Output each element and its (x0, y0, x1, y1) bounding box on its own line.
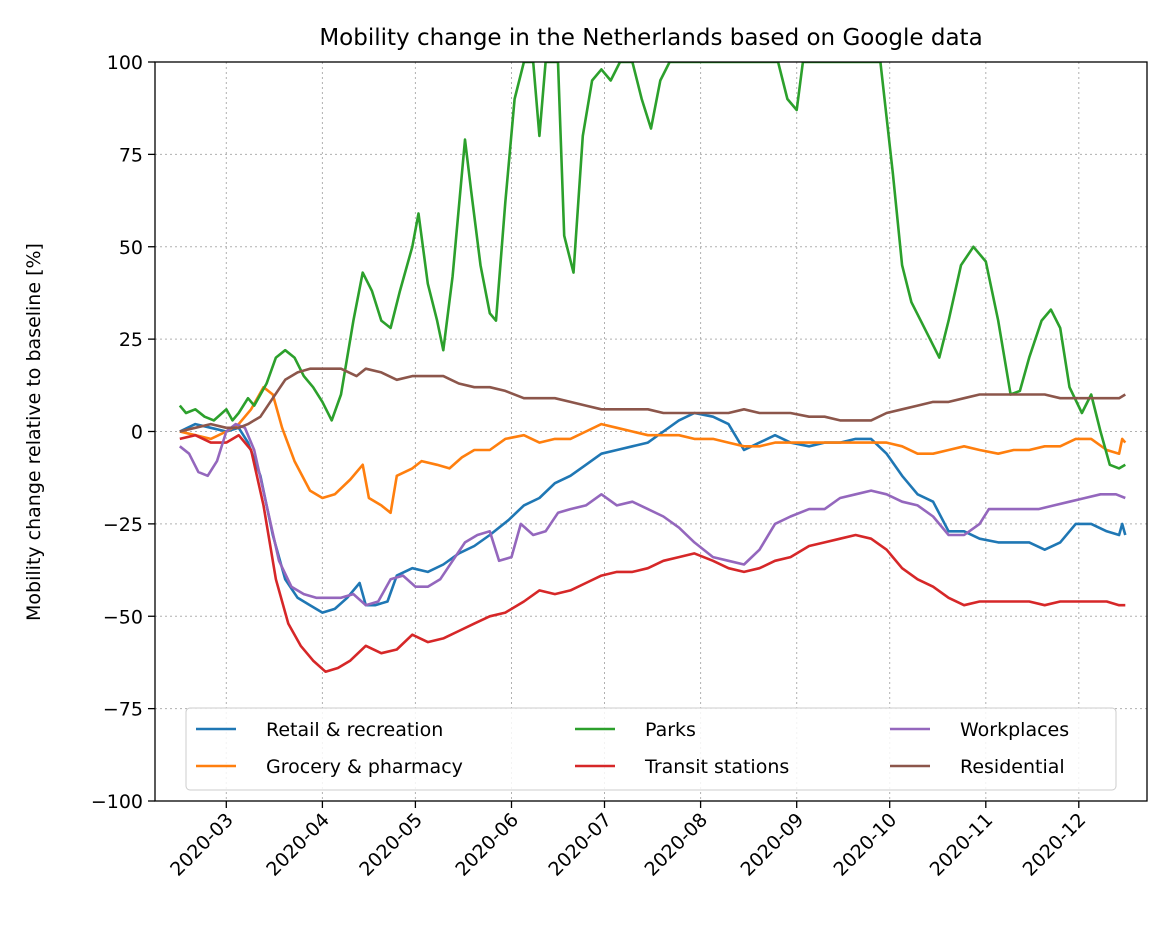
y-tick-label: 100 (107, 52, 143, 74)
series-line-0 (179, 411, 1127, 614)
x-tick-label: 2020-10 (830, 809, 902, 881)
x-tick-label: 2020-03 (166, 809, 238, 881)
x-tick-label: 2020-07 (544, 809, 616, 881)
y-axis-ticks: 100 75 50 25 0 −25 −50 −75 −100 (91, 52, 155, 813)
legend-box (185, 707, 1117, 791)
legend-label: Retail & recreation (266, 719, 443, 741)
x-tick-label: 2020-05 (355, 809, 427, 881)
x-tick-label: 2020-04 (262, 809, 334, 881)
y-tick-label: −100 (91, 791, 143, 813)
legend-label: Parks (645, 719, 696, 741)
y-tick-label: 0 (131, 422, 143, 444)
series-line-3 (179, 433, 1126, 674)
x-tick-label: 2020-12 (1019, 809, 1091, 881)
y-axis-label: Mobility change relative to baseline [%] (23, 243, 45, 621)
y-tick-label: 25 (119, 329, 143, 351)
legend-label: Transit stations (644, 756, 789, 778)
y-tick-label: −50 (103, 606, 143, 628)
legend-label: Workplaces (960, 719, 1069, 741)
legend-label: Grocery & pharmacy (266, 756, 463, 778)
chart-title: Mobility change in the Netherlands based… (319, 25, 982, 51)
series-lines (178, 62, 1127, 674)
y-tick-label: −75 (103, 699, 143, 721)
legend: Retail & recreation Grocery & pharmacy Par… (185, 707, 1117, 791)
x-tick-label: 2020-09 (737, 809, 809, 881)
x-axis-ticks: 2020-03 2020-04 2020-05 2020-06 2020-07 2020-… (166, 801, 1090, 881)
legend-label: Residential (960, 756, 1065, 778)
x-tick-label: 2020-06 (451, 809, 523, 881)
series-line-1 (179, 385, 1127, 515)
series-line-2 (178, 62, 1126, 470)
y-tick-label: 75 (119, 144, 143, 166)
series-line-4 (178, 422, 1126, 607)
y-tick-label: 50 (119, 237, 143, 259)
y-tick-label: −25 (103, 514, 143, 536)
x-tick-label: 2020-08 (640, 809, 712, 881)
grid-lines (155, 61, 1147, 802)
x-tick-label: 2020-11 (926, 809, 998, 881)
series-line-5 (179, 367, 1126, 433)
